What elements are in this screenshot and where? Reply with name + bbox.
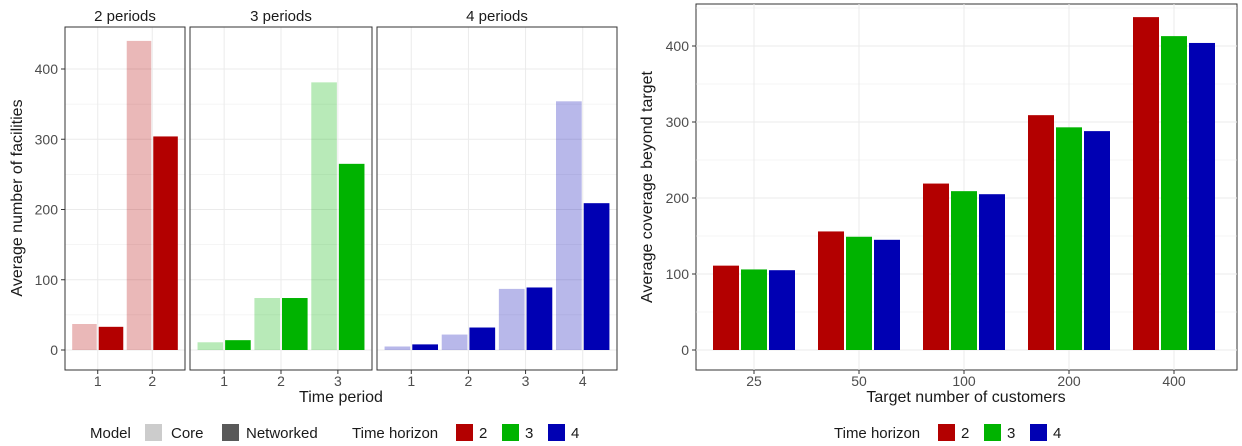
bar-networked <box>338 163 365 350</box>
bar-horizon-3 <box>1161 36 1187 351</box>
x-tick-label: 1 <box>220 373 228 389</box>
bar-networked <box>282 298 308 350</box>
x-tick-label: 3 <box>334 373 342 389</box>
bar-core <box>254 298 280 350</box>
y-tick-label: 300 <box>35 131 59 147</box>
bar-networked <box>153 136 178 350</box>
x-axis-title: Target number of customers <box>866 389 1065 406</box>
bar-networked <box>412 344 438 350</box>
legend-label: 3 <box>1007 425 1015 442</box>
bar-horizon-4 <box>769 270 795 350</box>
bar-networked <box>526 287 553 350</box>
facet-panel-border <box>376 26 618 371</box>
legend-label: 4 <box>1053 425 1061 442</box>
x-tick-label: 1 <box>94 373 102 389</box>
bar-core <box>441 334 468 350</box>
x-tick-label: 1 <box>407 373 415 389</box>
legend-label: Networked <box>246 425 318 442</box>
y-tick-label: 0 <box>50 342 58 358</box>
x-tick-label: 2 <box>277 373 285 389</box>
legend-label: 2 <box>479 425 487 442</box>
bar-horizon-4 <box>979 194 1005 350</box>
bar-horizon-4 <box>1084 131 1110 350</box>
x-tick-label: 50 <box>851 373 867 389</box>
bar-core <box>197 342 224 350</box>
bar-core <box>126 40 152 351</box>
legend-key-horizon-2 <box>456 424 473 441</box>
y-axis-title: Average number of facilities <box>9 99 26 296</box>
bar-horizon-3 <box>951 191 977 350</box>
x-tick-label: 4 <box>579 373 587 389</box>
bar-networked <box>98 326 124 350</box>
x-tick-label: 25 <box>746 373 762 389</box>
legend-key-horizon-3 <box>984 424 1001 441</box>
plot-panel-border <box>695 3 1238 371</box>
facilities-chart: 0 100 200 300 400 2 periods 1 2 3 periods 1 2 3 4 pe… <box>9 8 618 406</box>
legend-title: Model <box>90 425 131 442</box>
bar-horizon-2 <box>1133 17 1159 351</box>
bar-core <box>384 346 411 350</box>
facet-strip-label: 4 periods <box>466 8 528 25</box>
facet-panel-border <box>64 26 186 371</box>
y-tick-label: 100 <box>666 266 690 282</box>
bar-horizon-2 <box>923 183 949 350</box>
x-tick-label: 2 <box>148 373 156 389</box>
x-tick-label: 400 <box>1162 373 1186 389</box>
bar-core <box>498 288 525 350</box>
bar-horizon-2 <box>713 265 739 350</box>
x-tick-label: 200 <box>1057 373 1081 389</box>
legend-label: 2 <box>961 425 969 442</box>
facet-panel-border <box>189 26 373 371</box>
bar-core <box>556 101 582 350</box>
bar-horizon-3 <box>846 236 872 350</box>
facet-strip-label: 2 periods <box>94 8 156 25</box>
x-tick-label: 100 <box>952 373 976 389</box>
facet-strip-label: 3 periods <box>250 8 312 25</box>
legend-key-core <box>145 424 162 441</box>
y-tick-label: 0 <box>681 342 689 358</box>
bar-horizon-2 <box>1028 115 1054 350</box>
x-tick-label: 3 <box>522 373 530 389</box>
bar-horizon-3 <box>741 269 767 350</box>
bar-networked <box>225 340 251 350</box>
coverage-chart: 0 100 200 300 400 25 50 100 200 400 Target number … <box>639 3 1238 406</box>
y-tick-label: 400 <box>35 61 59 77</box>
legend-key-horizon-2 <box>938 424 955 441</box>
bar-networked <box>583 203 610 350</box>
x-tick-label: 2 <box>465 373 473 389</box>
legend-key-horizon-3 <box>502 424 519 441</box>
bar-core <box>311 82 337 350</box>
legend-key-horizon-4 <box>548 424 565 441</box>
bar-horizon-3 <box>1056 127 1082 350</box>
bar-core <box>72 324 97 350</box>
legend-title: Time horizon <box>834 425 920 442</box>
legend-key-horizon-4 <box>1030 424 1047 441</box>
y-tick-label: 200 <box>35 202 59 218</box>
y-tick-label: 300 <box>666 114 690 130</box>
y-tick-label: 100 <box>35 272 59 288</box>
bar-horizon-2 <box>818 231 844 350</box>
bar-horizon-4 <box>874 239 900 350</box>
legend-label: 3 <box>525 425 533 442</box>
y-axis-title: Average coverage beyond target <box>639 71 656 303</box>
y-tick-label: 200 <box>666 190 690 206</box>
bar-horizon-4 <box>1189 42 1215 351</box>
left-legend: Model Core Networked Time horizon 2 3 4 <box>90 424 579 442</box>
legend-label: 4 <box>571 425 579 442</box>
bar-networked <box>469 327 496 350</box>
legend-key-networked <box>222 424 239 441</box>
right-legend: Time horizon 2 3 4 <box>834 424 1061 442</box>
legend-label: Core <box>171 425 204 442</box>
x-axis-title: Time period <box>299 389 383 406</box>
legend-title: Time horizon <box>352 425 438 442</box>
y-tick-label: 400 <box>666 38 690 54</box>
